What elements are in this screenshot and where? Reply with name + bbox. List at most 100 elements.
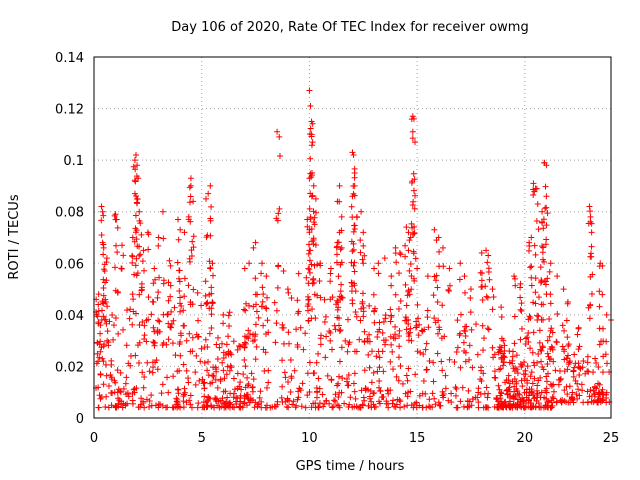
data-point bbox=[139, 258, 146, 265]
data-point bbox=[154, 366, 161, 373]
data-point bbox=[358, 208, 365, 215]
data-point bbox=[207, 217, 214, 224]
data-point bbox=[359, 256, 366, 263]
data-point bbox=[186, 199, 193, 206]
data-point bbox=[552, 367, 559, 374]
data-point bbox=[351, 259, 358, 266]
data-point bbox=[219, 400, 226, 407]
data-point bbox=[123, 374, 130, 381]
data-point bbox=[307, 125, 314, 132]
data-point bbox=[101, 268, 108, 275]
data-point bbox=[475, 399, 482, 406]
data-point bbox=[357, 249, 364, 256]
data-point bbox=[110, 336, 117, 343]
data-point bbox=[103, 393, 110, 400]
data-point bbox=[411, 277, 418, 284]
data-point bbox=[584, 359, 591, 366]
data-point bbox=[534, 390, 541, 397]
data-point bbox=[518, 325, 525, 332]
data-point bbox=[571, 351, 578, 358]
data-point bbox=[417, 349, 424, 356]
data-point bbox=[402, 253, 409, 260]
data-point bbox=[328, 376, 335, 383]
data-point bbox=[287, 356, 294, 363]
data-point bbox=[395, 377, 402, 384]
data-point bbox=[396, 396, 403, 403]
data-point bbox=[498, 314, 505, 321]
data-point bbox=[302, 330, 309, 337]
data-point bbox=[348, 279, 355, 286]
data-point bbox=[327, 278, 334, 285]
data-point bbox=[114, 289, 121, 296]
data-point bbox=[103, 277, 110, 284]
data-point bbox=[480, 370, 487, 377]
data-point bbox=[276, 205, 283, 212]
data-point bbox=[153, 357, 160, 364]
data-point bbox=[294, 396, 301, 403]
data-point bbox=[361, 252, 368, 259]
data-point bbox=[136, 291, 143, 298]
data-point bbox=[457, 364, 464, 371]
data-point bbox=[139, 369, 146, 376]
data-point bbox=[188, 404, 195, 411]
data-point bbox=[334, 306, 341, 313]
data-point bbox=[258, 303, 265, 310]
data-point bbox=[145, 294, 152, 301]
data-point bbox=[239, 404, 246, 411]
data-point bbox=[286, 340, 293, 347]
data-point bbox=[402, 390, 409, 397]
data-point bbox=[561, 356, 568, 363]
data-point bbox=[368, 398, 375, 405]
data-point bbox=[522, 335, 529, 342]
data-point bbox=[244, 374, 251, 381]
data-point bbox=[515, 390, 522, 397]
data-point bbox=[365, 351, 372, 358]
data-point bbox=[130, 386, 137, 393]
data-point bbox=[208, 203, 215, 210]
data-point bbox=[429, 390, 436, 397]
data-point bbox=[226, 367, 233, 374]
data-point bbox=[528, 234, 535, 241]
data-point bbox=[135, 342, 142, 349]
data-point bbox=[594, 399, 601, 406]
data-point bbox=[274, 284, 281, 291]
data-point bbox=[587, 301, 594, 308]
data-point bbox=[220, 311, 227, 318]
data-point bbox=[198, 345, 205, 352]
data-point bbox=[332, 391, 339, 398]
data-point bbox=[98, 217, 105, 224]
data-point bbox=[360, 229, 367, 236]
data-point bbox=[95, 307, 102, 314]
data-point bbox=[435, 234, 442, 241]
data-point bbox=[587, 208, 594, 215]
data-point bbox=[554, 273, 561, 280]
data-point bbox=[387, 306, 394, 313]
data-point bbox=[258, 270, 265, 277]
data-point bbox=[542, 278, 549, 285]
data-point bbox=[460, 403, 467, 410]
data-point bbox=[310, 370, 317, 377]
data-point bbox=[527, 373, 534, 380]
data-point bbox=[559, 322, 566, 329]
data-point bbox=[308, 261, 315, 268]
data-point bbox=[256, 394, 263, 401]
data-point bbox=[243, 393, 250, 400]
data-point bbox=[387, 358, 394, 365]
data-point bbox=[138, 231, 145, 238]
data-point bbox=[192, 381, 199, 388]
data-point bbox=[209, 300, 216, 307]
data-point bbox=[252, 356, 259, 363]
data-point bbox=[561, 397, 568, 404]
data-point bbox=[481, 335, 488, 342]
data-point bbox=[453, 349, 460, 356]
data-point bbox=[136, 208, 143, 215]
data-point bbox=[167, 282, 174, 289]
data-point bbox=[229, 404, 236, 411]
data-point bbox=[409, 202, 416, 209]
data-point bbox=[339, 375, 346, 382]
data-point bbox=[349, 149, 356, 156]
data-point bbox=[187, 175, 194, 182]
data-point bbox=[241, 333, 248, 340]
data-point bbox=[309, 120, 316, 127]
data-point bbox=[208, 305, 215, 312]
